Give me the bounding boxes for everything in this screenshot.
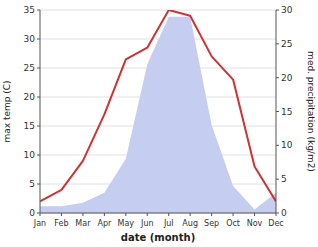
x-tick — [61, 213, 62, 216]
y2-tick-label: 30 — [281, 5, 293, 15]
x-tick-label: May — [118, 219, 135, 228]
x-tick-label: Feb — [54, 219, 68, 228]
x-tick-label: Oct — [226, 219, 240, 228]
x-axis-label: date (month) — [121, 232, 195, 243]
x-tick — [147, 213, 148, 216]
x-tick — [125, 213, 126, 216]
y-tick-label: 20 — [24, 92, 36, 102]
y2-tick-label: 10 — [281, 140, 293, 150]
x-tick — [168, 213, 169, 216]
grid-line — [40, 39, 276, 40]
y-tick — [37, 68, 40, 69]
axes: JanFebMarAprMayJunJulAugSepOctNovDec0510… — [24, 5, 293, 228]
y2-tick — [276, 145, 279, 146]
chart: JanFebMarAprMayJunJulAugSepOctNovDec0510… — [0, 0, 318, 247]
x-tick-label: Sep — [204, 219, 219, 228]
x-tick-label: Jan — [33, 219, 46, 228]
y-tick — [37, 155, 40, 156]
y-axis-line — [40, 10, 41, 213]
x-tick — [104, 213, 105, 216]
chart-container: JanFebMarAprMayJunJulAugSepOctNovDec0510… — [0, 0, 318, 247]
precipitation-area — [40, 17, 276, 213]
y2-tick — [276, 77, 279, 78]
temperature-line — [40, 10, 276, 201]
x-tick — [233, 213, 234, 216]
x-tick-label: Aug — [182, 219, 198, 228]
x-tick — [190, 213, 191, 216]
y-tick-label: 30 — [24, 34, 36, 44]
x-tick — [254, 213, 255, 216]
x-tick-label: Mar — [75, 219, 91, 228]
x-tick-label: Nov — [247, 219, 263, 228]
x-tick-label: Apr — [97, 219, 112, 228]
series-group — [40, 10, 276, 213]
y-tick-label: 0 — [29, 208, 35, 218]
x-axis-line — [40, 213, 276, 214]
x-tick — [211, 213, 212, 216]
y2-tick — [276, 179, 279, 180]
y2-axis-label: med. precipitation (kg/m2) — [306, 51, 316, 172]
y-tick-label: 15 — [24, 121, 35, 131]
y2-tick — [276, 111, 279, 112]
y-tick — [37, 213, 40, 214]
y-tick-label: 35 — [24, 5, 35, 15]
y-tick-label: 25 — [24, 63, 35, 73]
y2-tick-label: 0 — [281, 208, 287, 218]
y2-tick — [276, 213, 279, 214]
y2-tick-label: 20 — [281, 73, 293, 83]
y-tick — [37, 184, 40, 185]
x-tick-label: Dec — [268, 219, 283, 228]
y-tick — [37, 10, 40, 11]
grid-line — [40, 213, 276, 214]
y-axis-label: max temp (C) — [2, 80, 12, 142]
y-tick — [37, 97, 40, 98]
grid-line — [40, 10, 276, 11]
y2-tick-label: 5 — [281, 174, 287, 184]
grid — [40, 10, 276, 213]
y-tick-label: 5 — [29, 179, 35, 189]
y2-tick — [276, 10, 279, 11]
y2-tick-label: 15 — [281, 107, 292, 117]
x-tick-label: Jul — [163, 219, 174, 228]
x-tick-label: Jun — [140, 219, 154, 228]
y-tick — [37, 39, 40, 40]
y-tick — [37, 126, 40, 127]
y2-tick — [276, 43, 279, 44]
y2-tick-label: 25 — [281, 39, 292, 49]
x-tick — [82, 213, 83, 216]
y-tick-label: 10 — [24, 150, 36, 160]
